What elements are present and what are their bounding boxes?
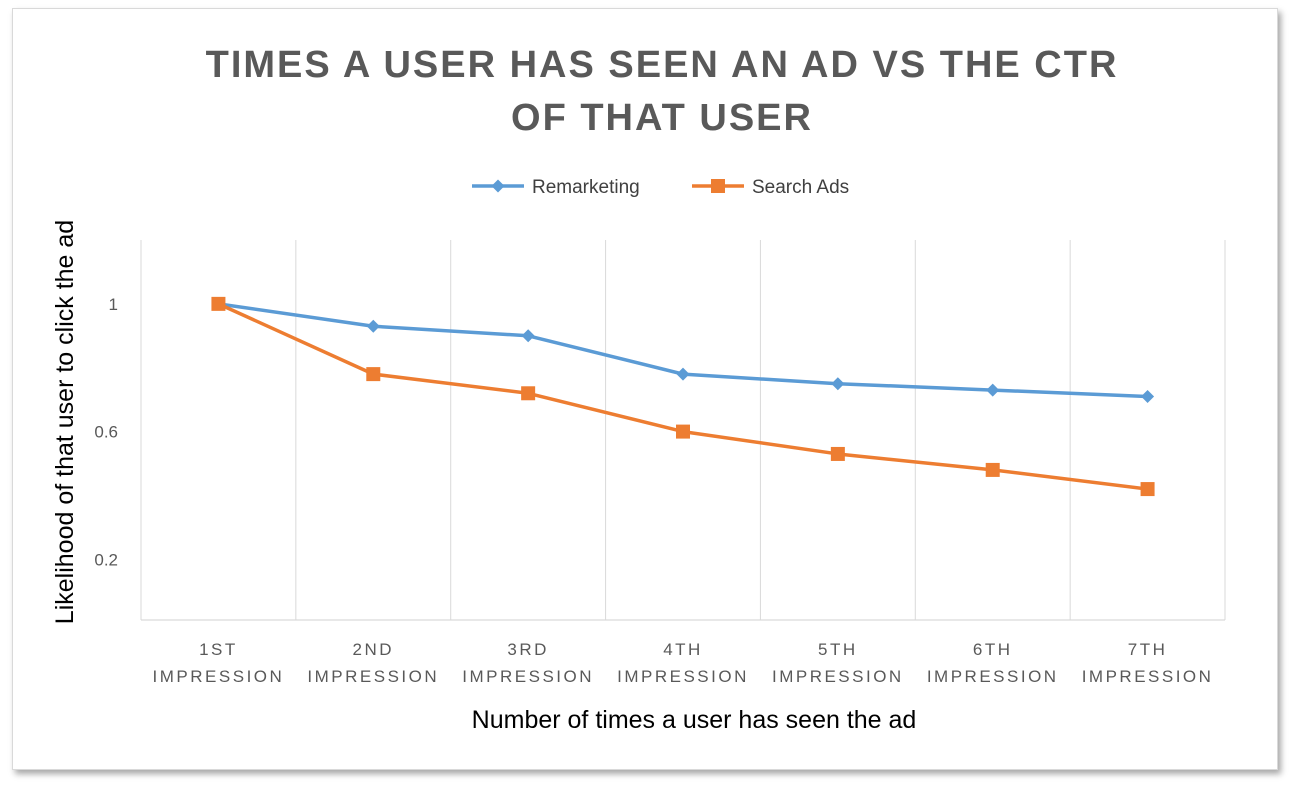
- x-tick-label: IMPRESSION: [927, 667, 1059, 686]
- x-tick-label: IMPRESSION: [772, 667, 904, 686]
- data-point: [366, 319, 380, 333]
- legend-label: Search Ads: [752, 177, 849, 198]
- legend-marker: [491, 179, 505, 193]
- x-tick-label: 2ND: [353, 640, 395, 659]
- x-tick-label: 1ST: [199, 640, 238, 659]
- chart-title-line-2: OF THAT USER: [511, 97, 813, 139]
- x-tick-label: 6TH: [973, 640, 1013, 659]
- data-point: [830, 446, 845, 461]
- series-line: [216, 302, 1150, 399]
- legend-item: Remarketing: [472, 177, 640, 198]
- x-tick-label: IMPRESSION: [462, 667, 594, 686]
- x-tick-label: IMPRESSION: [153, 667, 285, 686]
- data-point: [1140, 482, 1155, 497]
- y-tick-label: 0.2: [94, 550, 118, 569]
- data-point: [211, 296, 226, 311]
- series-layer: [211, 296, 1155, 497]
- chart-frame: [12, 8, 1278, 770]
- data-point: [676, 367, 690, 381]
- x-axis-label: Number of times a user has seen the ad: [472, 706, 917, 734]
- data-point: [831, 377, 845, 391]
- x-tick-label: IMPRESSION: [617, 667, 749, 686]
- x-tick-label: 7TH: [1128, 640, 1168, 659]
- y-tick-label: 1: [109, 295, 118, 314]
- x-axis-ticks: 1ST IMPRESSION 2ND IMPRESSION 3RD IMPRESSION 4…: [153, 640, 1214, 686]
- y-tick-label: 0.6: [94, 423, 118, 442]
- y-axis-label: Likelihood of that user to click the ad: [51, 220, 79, 624]
- data-point: [676, 424, 690, 439]
- legend-marker: [711, 179, 725, 193]
- x-tick-label: 5TH: [818, 640, 858, 659]
- series-0: [211, 297, 1155, 403]
- legend-item: Search Ads: [692, 177, 849, 198]
- series-1: [211, 296, 1155, 497]
- x-tick-label: IMPRESSION: [307, 667, 439, 686]
- data-point: [366, 367, 381, 382]
- data-point: [521, 329, 535, 343]
- x-tick-label: IMPRESSION: [1082, 667, 1214, 686]
- x-tick-label: 3RD: [507, 640, 549, 659]
- y-axis-ticks: 0.2 0.6 1: [94, 295, 118, 569]
- x-tick-label: 4TH: [663, 640, 703, 659]
- data-point: [986, 383, 1000, 397]
- data-point: [521, 386, 536, 401]
- series-line: [216, 302, 1150, 491]
- data-point: [985, 462, 1000, 477]
- grid-lines: [140, 240, 1226, 621]
- legend: Remarketing Search Ads: [472, 177, 849, 198]
- data-point: [1141, 389, 1155, 403]
- legend-label: Remarketing: [532, 177, 640, 198]
- chart-title-line-1: TIMES A USER HAS SEEN AN AD VS THE CTR: [206, 44, 1119, 86]
